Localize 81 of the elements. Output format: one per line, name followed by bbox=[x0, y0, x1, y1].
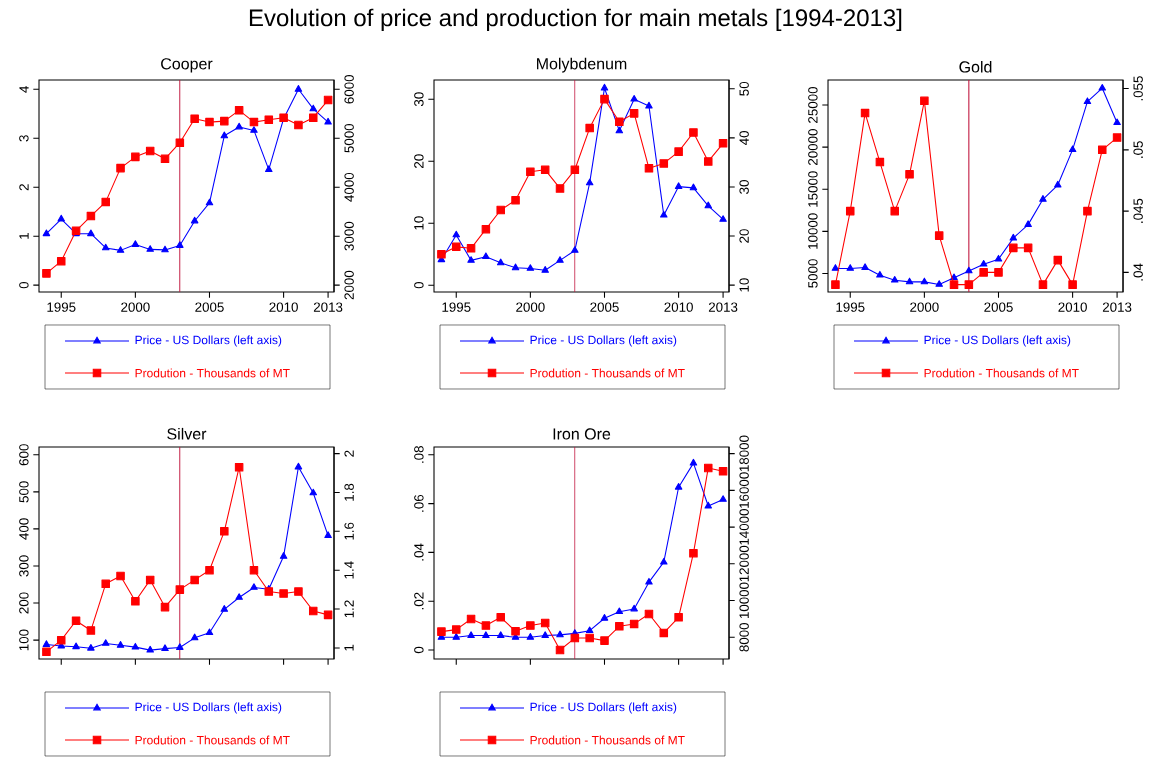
y2-tick-label: 1.2 bbox=[344, 600, 354, 618]
y-tick-label: 20000 bbox=[808, 129, 818, 165]
y-tick-label: 10 bbox=[414, 216, 424, 230]
y-tick-label: 300 bbox=[19, 555, 29, 577]
x-tick-label: 2013 bbox=[708, 302, 738, 312]
y2-tick-label: 14000 bbox=[739, 509, 749, 545]
y-tick-label: 2 bbox=[19, 184, 29, 191]
chart-title: Cooper bbox=[161, 58, 213, 73]
y2-tick-label: 1.6 bbox=[344, 522, 354, 540]
x-tick-label: 2010 bbox=[269, 302, 298, 312]
text: Price - US Dollars (left axis) bbox=[135, 702, 282, 714]
chart-title: Iron Ore bbox=[553, 428, 611, 440]
text: Prodution - Thousands of MT bbox=[530, 368, 685, 378]
x-tick-label: 2005 bbox=[984, 302, 1013, 312]
x-tick-label: 1995 bbox=[836, 302, 865, 312]
y2-tick-label: 18000 bbox=[739, 435, 749, 472]
x-tick-label: 2005 bbox=[590, 302, 619, 312]
y-tick-label: .08 bbox=[414, 446, 424, 463]
x-tick-label: 2013 bbox=[313, 302, 343, 312]
y-tick-label: 4 bbox=[19, 85, 29, 93]
y2-tick-label: 10 bbox=[739, 278, 749, 292]
y-tick-label: 0 bbox=[414, 281, 424, 289]
x-tick-label: 2005 bbox=[195, 302, 224, 312]
x-tick-label: 2013 bbox=[1102, 302, 1132, 312]
y-tick-label: 5000 bbox=[808, 259, 818, 288]
x-tick-label: 2000 bbox=[121, 302, 150, 312]
y-tick-label: 600 bbox=[19, 444, 29, 466]
y2-tick-label: .055 bbox=[1133, 76, 1143, 101]
text: Prodution - Thousands of MT bbox=[530, 735, 685, 745]
y-tick-label: .06 bbox=[414, 494, 424, 512]
y2-tick-label: 12000 bbox=[739, 545, 749, 582]
y-tick-label: 100 bbox=[19, 629, 29, 651]
x-tick-label: 1995 bbox=[47, 302, 76, 312]
y-tick-label: 30 bbox=[414, 92, 424, 107]
y2-tick-label: 1 bbox=[344, 644, 354, 651]
y-tick-label: 10000 bbox=[808, 213, 818, 249]
y2-tick-label: 1.8 bbox=[344, 483, 354, 501]
y-tick-label: 200 bbox=[19, 592, 29, 614]
y-tick-label: 0 bbox=[414, 646, 424, 654]
y2-tick-label: .04 bbox=[1133, 263, 1143, 281]
y-tick-label: 15000 bbox=[808, 171, 818, 207]
text: Price - US Dollars (left axis) bbox=[530, 335, 677, 347]
y2-tick-label: 40 bbox=[739, 131, 749, 145]
y-tick-label: 1 bbox=[19, 233, 29, 239]
y2-tick-label: 3000 bbox=[344, 221, 354, 251]
x-tick-label: 1995 bbox=[442, 302, 471, 312]
text: Price - US Dollars (left axis) bbox=[135, 335, 282, 347]
y-tick-label: .04 bbox=[414, 543, 424, 561]
y-tick-label: 25000 bbox=[808, 87, 818, 123]
y-tick-label: 400 bbox=[19, 518, 29, 540]
text: Price - US Dollars (left axis) bbox=[924, 335, 1071, 347]
chart-title: Molybdenum bbox=[537, 57, 627, 73]
y-tick-label: 0 bbox=[19, 281, 29, 289]
y2-tick-label: 2 bbox=[344, 450, 354, 457]
y-tick-label: 500 bbox=[19, 481, 29, 503]
x-tick-label: 2010 bbox=[664, 302, 693, 312]
y-tick-label: 3 bbox=[19, 135, 29, 142]
text: Price - US Dollars (left axis) bbox=[530, 702, 677, 714]
text: Prodution - Thousands of MT bbox=[924, 368, 1079, 378]
y2-tick-label: .05 bbox=[1133, 141, 1143, 158]
x-tick-label: 2010 bbox=[1058, 302, 1087, 312]
y2-tick-label: .045 bbox=[1133, 198, 1143, 223]
y2-tick-label: 4000 bbox=[344, 172, 354, 202]
y2-tick-label: 6000 bbox=[344, 74, 354, 104]
chart-title: Silver bbox=[167, 427, 207, 440]
y2-tick-label: 16000 bbox=[739, 472, 749, 508]
y2-tick-label: 5000 bbox=[344, 123, 354, 153]
y-tick-label: 20 bbox=[414, 154, 424, 168]
y2-tick-label: 1.4 bbox=[344, 561, 354, 579]
text: Prodution - Thousands of MT bbox=[135, 368, 290, 378]
text: Prodution - Thousands of MT bbox=[135, 735, 290, 745]
y2-tick-label: 50 bbox=[739, 81, 749, 96]
x-tick-label: 2000 bbox=[910, 302, 939, 312]
y2-tick-label: 8000 bbox=[739, 623, 749, 652]
y-tick-label: .02 bbox=[414, 592, 424, 610]
x-tick-label: 2000 bbox=[516, 302, 545, 312]
text: Evolution of price and production for main metals [1994-2013] bbox=[249, 8, 902, 32]
chart-title: Gold bbox=[959, 60, 992, 73]
y2-tick-label: 30 bbox=[739, 180, 749, 194]
y2-tick-label: 10000 bbox=[739, 582, 749, 619]
y2-tick-label: 20 bbox=[739, 229, 749, 243]
